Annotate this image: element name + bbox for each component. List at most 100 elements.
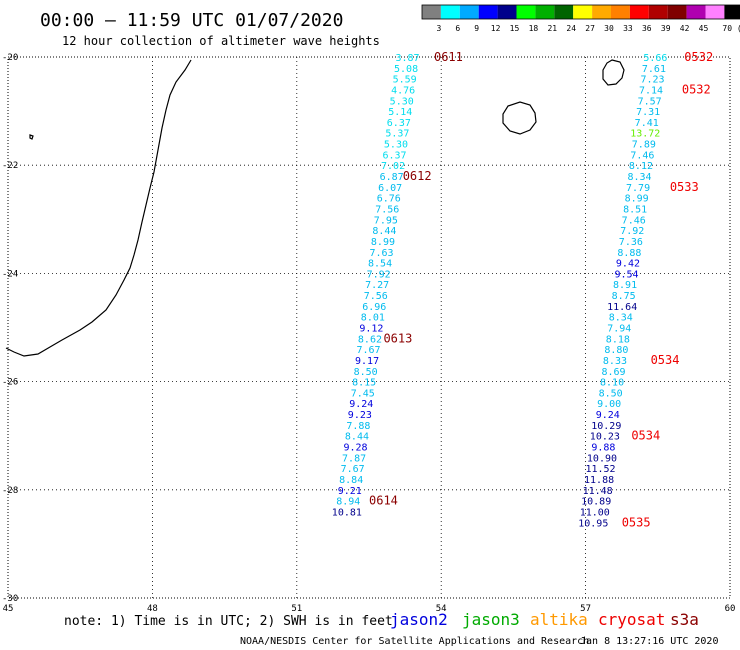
legend-jason2: jason2 xyxy=(390,610,448,629)
wave-height-point: 8.44 xyxy=(345,432,369,443)
wave-height-point: 9.24 xyxy=(596,410,620,421)
islet xyxy=(29,134,34,140)
chart-title: 00:00 – 11:59 UTC 01/07/2020 xyxy=(40,10,343,31)
wave-height-point: 11.52 xyxy=(585,464,615,475)
wave-height-point: 6.07 xyxy=(378,183,402,194)
legend-s3a: s3a xyxy=(670,610,699,629)
wave-height-point: 8.12 xyxy=(629,161,653,172)
wave-height-point: 7.02 xyxy=(381,161,405,172)
wave-height-point: 8.99 xyxy=(625,194,649,205)
wave-height-point: 13.72 xyxy=(630,129,660,140)
wave-height-point: 8.15 xyxy=(352,378,376,389)
wave-height-point: 7.67 xyxy=(341,464,365,475)
wave-height-point: 8.50 xyxy=(599,388,623,399)
x-tick-label: 57 xyxy=(580,604,591,614)
color-scale-tick: 27 xyxy=(585,24,595,33)
color-scale-tick: 3 xyxy=(436,24,441,33)
wave-height-point: 8.34 xyxy=(627,172,651,183)
color-scale-tick: 21 xyxy=(547,24,557,33)
wave-height-point: 7.14 xyxy=(639,85,663,96)
color-scale-tick: 24 xyxy=(566,24,576,33)
wave-height-point: 8.33 xyxy=(603,356,627,367)
wave-height-point: 8.80 xyxy=(604,345,628,356)
color-scale-tick: 33 xyxy=(623,24,633,33)
wave-height-point: 11.64 xyxy=(607,302,637,313)
wave-height-point: 7.63 xyxy=(369,248,393,259)
color-scale-swatch xyxy=(648,5,668,19)
color-scale-swatch xyxy=(497,5,517,19)
satellite-legend: jason2 jason3 altika cryosat s3a xyxy=(390,610,699,629)
wave-height-point: 5.14 xyxy=(388,107,412,118)
x-tick-label: 45 xyxy=(3,604,14,614)
color-scale-swatch xyxy=(724,5,740,19)
color-scale-swatch xyxy=(535,5,555,19)
wave-height-point: 8.10 xyxy=(600,378,624,389)
wave-height-point: 7.56 xyxy=(364,291,388,302)
color-scale-tick: 42 xyxy=(680,24,690,33)
color-scale-tick: 30 xyxy=(604,24,614,33)
wave-height-point: 8.84 xyxy=(339,475,363,486)
wave-height-point: 11.88 xyxy=(584,475,614,486)
wave-height-point: 7.56 xyxy=(375,204,399,215)
wave-height-point: 10.29 xyxy=(591,421,621,432)
wave-height-point: 8.62 xyxy=(358,334,382,345)
wave-height-point: 8.51 xyxy=(623,204,647,215)
wave-height-point: 6.37 xyxy=(382,150,406,161)
wave-height-point: 5.59 xyxy=(393,75,417,86)
wave-height-point: 9.88 xyxy=(591,443,615,454)
coastline xyxy=(5,59,625,357)
wave-height-point: 8.01 xyxy=(361,313,385,324)
pass-time-label: 0532 xyxy=(682,82,711,96)
wave-height-point: 7.41 xyxy=(635,118,659,129)
y-tick-label: -22 xyxy=(2,161,18,171)
wave-height-point: 8.75 xyxy=(612,291,636,302)
wave-height-point: 7.46 xyxy=(622,215,646,226)
wave-height-point: 7.92 xyxy=(620,226,644,237)
wave-height-point: 10.81 xyxy=(332,507,362,518)
wave-height-point: 7.36 xyxy=(619,237,643,248)
wave-height-point: 6.87 xyxy=(380,172,404,183)
pass-time-label: 0614 xyxy=(369,494,398,508)
wave-height-point: 3.87 xyxy=(395,53,419,64)
wave-height-point: 9.28 xyxy=(343,443,367,454)
y-tick-label: -24 xyxy=(2,269,18,279)
mauritius-island xyxy=(602,59,625,86)
wave-height-point: 7.87 xyxy=(342,453,366,464)
color-scale-swatch xyxy=(611,5,630,19)
footer-credit: NOAA/NESDIS Center for Satellite Applica… xyxy=(240,636,589,647)
wave-height-point: 5.37 xyxy=(385,129,409,140)
wave-height-point: 9.17 xyxy=(355,356,379,367)
grid-lines xyxy=(8,57,730,598)
wave-height-point: 7.88 xyxy=(346,421,370,432)
wave-height-values: 3.875.085.594.765.305.146.375.375.306.37… xyxy=(332,53,668,529)
pass-time-label: 0612 xyxy=(403,169,432,183)
color-scale-swatch xyxy=(592,5,611,19)
y-tick-label: -26 xyxy=(2,378,18,388)
legend-jason3: jason3 xyxy=(462,610,520,629)
pass-labels: 0611 0612 0613 0614 0532 0532 0533 0534 0534 0535 xyxy=(369,50,713,529)
reunion-island xyxy=(502,101,537,135)
madagascar-coast xyxy=(5,59,192,357)
color-scale-tick: 39 xyxy=(661,24,671,33)
wave-height-point: 10.23 xyxy=(590,432,620,443)
y-tick-label: -30 xyxy=(2,594,18,604)
wave-height-point: 6.37 xyxy=(387,118,411,129)
wave-height-point: 9.23 xyxy=(348,410,372,421)
wave-height-point: 10.95 xyxy=(578,518,608,529)
wave-height-point: 11.48 xyxy=(583,486,613,497)
wave-height-point: 7.23 xyxy=(640,75,664,86)
color-scale-tick: 36 xyxy=(642,24,652,33)
color-scale-swatch xyxy=(573,5,593,19)
color-scale-tick: 70 (ft) xyxy=(722,24,740,33)
color-scale-tick: 12 xyxy=(491,24,501,33)
wave-height-point: 5.66 xyxy=(643,53,667,64)
color-scale-swatch xyxy=(459,5,479,19)
wave-height-point: 7.27 xyxy=(365,280,389,291)
wave-height-point: 9.42 xyxy=(616,259,640,270)
color-scale-swatch xyxy=(478,5,498,19)
color-scale-swatch xyxy=(629,5,649,19)
y-tick-label: -20 xyxy=(2,53,18,63)
wave-height-point: 7.95 xyxy=(374,215,398,226)
